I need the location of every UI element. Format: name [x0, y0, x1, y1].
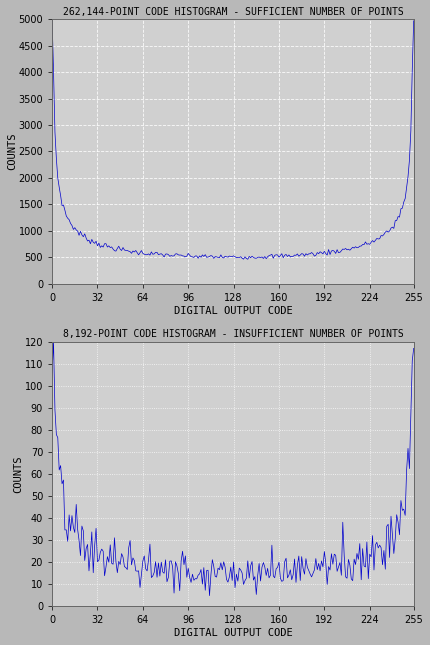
- X-axis label: DIGITAL OUTPUT CODE: DIGITAL OUTPUT CODE: [174, 306, 292, 315]
- Title: 262,144-POINT CODE HISTOGRAM - SUFFICIENT NUMBER OF POINTS: 262,144-POINT CODE HISTOGRAM - SUFFICIEN…: [62, 7, 403, 17]
- Y-axis label: COUNTS: COUNTS: [7, 133, 17, 170]
- Y-axis label: COUNTS: COUNTS: [13, 455, 23, 493]
- Title: 8,192-POINT CODE HISTOGRAM - INSUFFICIENT NUMBER OF POINTS: 8,192-POINT CODE HISTOGRAM - INSUFFICIEN…: [62, 330, 403, 339]
- X-axis label: DIGITAL OUTPUT CODE: DIGITAL OUTPUT CODE: [174, 628, 292, 638]
